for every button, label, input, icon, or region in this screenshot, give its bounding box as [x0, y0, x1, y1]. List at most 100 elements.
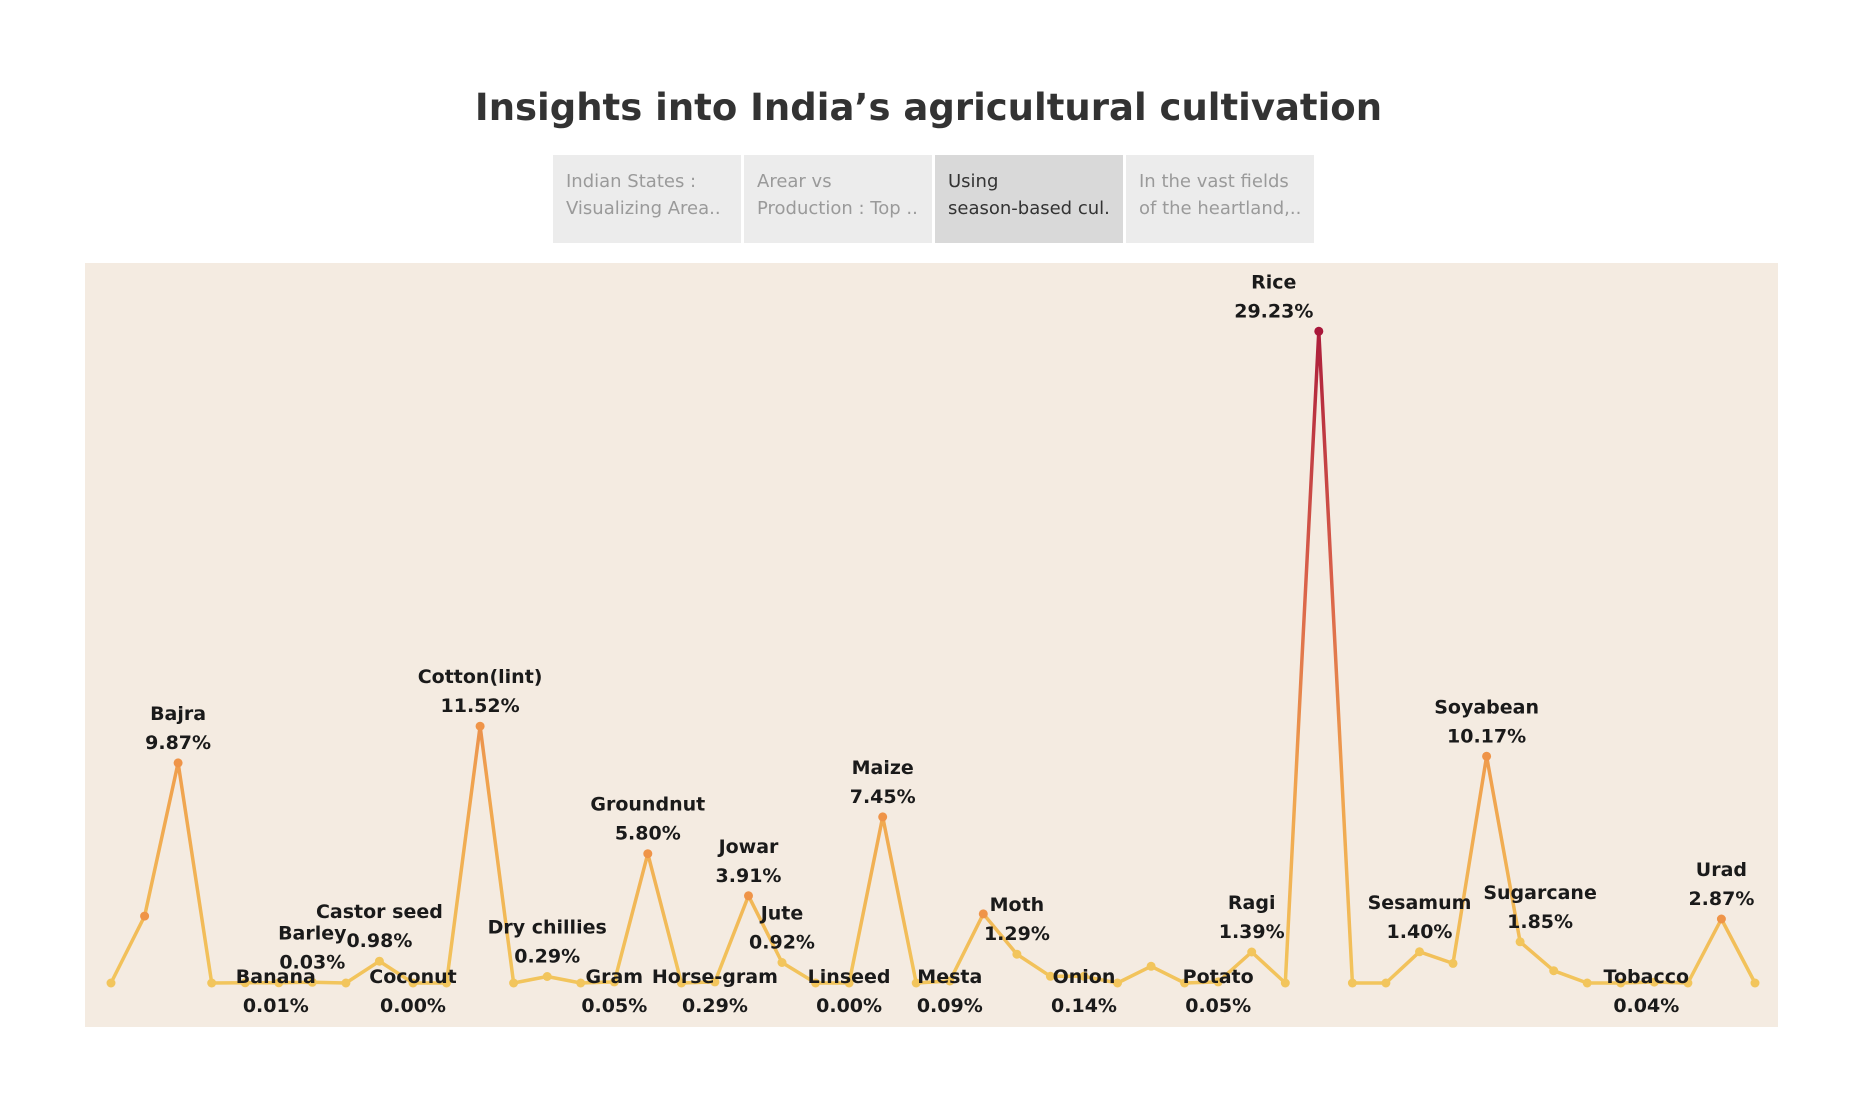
data-point[interactable]	[911, 978, 921, 988]
crop-name-label: Sesamum	[1368, 892, 1472, 914]
data-label: Cotton(lint) 11.52%	[418, 666, 543, 717]
crop-share-label: 0.92%	[749, 932, 815, 954]
data-label: Soyabean 10.17%	[1434, 696, 1539, 747]
data-point[interactable]	[1079, 971, 1089, 981]
data-point[interactable]	[1381, 978, 1391, 988]
crop-name-label: Banana	[236, 966, 316, 988]
data-label: Barley 0.03%	[278, 922, 347, 973]
data-point[interactable]	[173, 758, 183, 768]
tab-area-vs-production[interactable]: Arear vs Production : Top ..	[744, 155, 932, 243]
tab-line-2: of the heartland,..	[1139, 198, 1301, 219]
data-point[interactable]	[643, 849, 653, 859]
crop-share-label: 1.40%	[1387, 921, 1453, 943]
tab-line-1: Using	[948, 171, 999, 192]
crop-share-label: 1.39%	[1219, 921, 1285, 943]
crop-share-label: 0.00%	[816, 995, 882, 1017]
chart-panel: Bajra 9.87% Banana 0.01% Barley 0.03% Castor s…	[85, 263, 1778, 1027]
data-point[interactable]	[341, 978, 351, 988]
data-point[interactable]	[140, 911, 150, 921]
data-label: Coconut 0.00%	[369, 966, 456, 1017]
data-point[interactable]	[1415, 947, 1424, 957]
crop-share-label: 0.14%	[1051, 995, 1117, 1017]
data-label: Maize 7.45%	[850, 757, 916, 808]
crop-name-label: Coconut	[369, 966, 456, 988]
crop-share-label: 0.98%	[346, 930, 412, 952]
data-point[interactable]	[1683, 978, 1693, 988]
data-point[interactable]	[945, 976, 955, 986]
crop-share-label: 11.52%	[441, 695, 520, 717]
data-point[interactable]	[1314, 326, 1324, 336]
crop-name-label: Barley	[278, 922, 347, 944]
data-point[interactable]	[744, 891, 753, 901]
crop-name-label: Sugarcane	[1483, 882, 1597, 904]
crop-share-label: 0.05%	[581, 995, 647, 1017]
data-point[interactable]	[240, 978, 250, 988]
data-point[interactable]	[374, 956, 384, 966]
data-point[interactable]	[307, 977, 317, 987]
data-label: Sesamum 1.40%	[1368, 892, 1472, 943]
data-point[interactable]	[1280, 978, 1290, 988]
data-point[interactable]	[844, 978, 854, 988]
data-point[interactable]	[106, 978, 116, 988]
crop-share-label: 2.87%	[1688, 888, 1754, 910]
data-point[interactable]	[542, 972, 552, 981]
data-point[interactable]	[1649, 977, 1659, 987]
data-point[interactable]	[978, 909, 988, 919]
data-point[interactable]	[274, 978, 284, 988]
data-point[interactable]	[1012, 949, 1022, 959]
data-point[interactable]	[442, 978, 451, 988]
data-point[interactable]	[207, 978, 217, 988]
data-point[interactable]	[1146, 961, 1156, 971]
data-label: Moth 1.29%	[984, 894, 1050, 945]
crop-name-label: Groundnut	[590, 794, 705, 816]
data-point[interactable]	[1347, 978, 1357, 988]
crop-name-label: Rice	[1251, 271, 1296, 293]
crop-share-label: 0.05%	[1185, 995, 1251, 1017]
data-point[interactable]	[408, 978, 418, 988]
data-point[interactable]	[1515, 937, 1525, 947]
crop-share-label: 3.91%	[716, 865, 782, 887]
data-point[interactable]	[676, 978, 686, 988]
data-point[interactable]	[1180, 978, 1190, 988]
data-label: Gram 0.05%	[581, 966, 647, 1017]
data-label: Groundnut 5.80%	[590, 794, 705, 845]
page-title: Insights into India’s agricultural culti…	[474, 86, 1383, 129]
crop-share-label: 1.85%	[1507, 911, 1573, 933]
data-point[interactable]	[1549, 966, 1559, 976]
crop-share-label: 9.87%	[145, 732, 211, 754]
data-point[interactable]	[1716, 914, 1726, 924]
data-label: Jowar 3.91%	[716, 836, 782, 887]
tab-season-based[interactable]: Using season-based cul..	[935, 155, 1123, 243]
data-point[interactable]	[1448, 958, 1458, 968]
data-label: Dry chillies 0.29%	[488, 917, 607, 968]
data-point[interactable]	[609, 977, 619, 987]
tab-heartland[interactable]: In the vast fields of the heartland,..	[1126, 155, 1314, 243]
data-point[interactable]	[777, 958, 787, 967]
data-point[interactable]	[1113, 978, 1122, 988]
story-tabs: Indian States : Visualizing Area.. Arear…	[553, 155, 1314, 243]
data-point[interactable]	[475, 721, 485, 731]
data-point[interactable]	[1213, 977, 1223, 987]
crop-name-label: Cotton(lint)	[418, 666, 543, 688]
data-point[interactable]	[1750, 978, 1760, 988]
data-label: Horse-gram 0.29%	[652, 966, 778, 1017]
data-point[interactable]	[509, 978, 519, 988]
tab-indian-states[interactable]: Indian States : Visualizing Area..	[553, 155, 741, 243]
data-point[interactable]	[1247, 947, 1257, 957]
data-point[interactable]	[811, 978, 821, 988]
data-point[interactable]	[576, 978, 586, 988]
data-point[interactable]	[710, 977, 720, 987]
data-point[interactable]	[1045, 971, 1055, 981]
crop-name-label: Urad	[1696, 859, 1747, 881]
crop-name-label: Linseed	[808, 966, 891, 988]
data-point[interactable]	[878, 812, 888, 822]
data-point[interactable]	[1482, 751, 1492, 761]
data-point[interactable]	[1582, 978, 1592, 988]
crop-name-label: Maize	[852, 757, 914, 779]
crop-name-label: Bajra	[150, 703, 206, 725]
crop-name-label: Jowar	[717, 836, 779, 858]
data-label: Rice 29.23%	[1234, 271, 1313, 322]
data-point[interactable]	[1616, 978, 1626, 988]
crop-share-label: 0.29%	[514, 946, 580, 968]
